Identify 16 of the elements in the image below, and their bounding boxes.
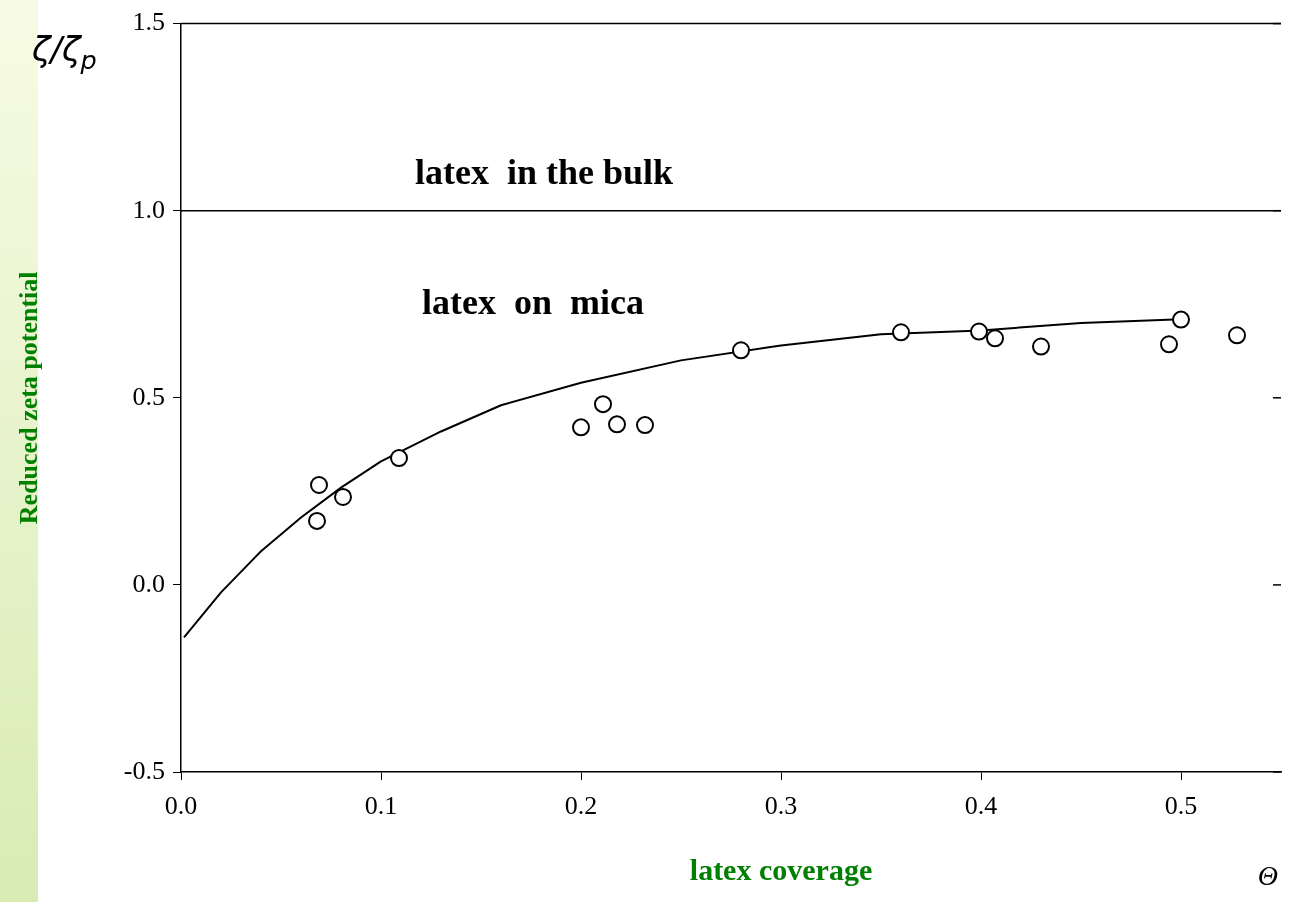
text: Θ — [1257, 860, 1279, 892]
y-axis-title: Reduced zeta potential — [13, 271, 43, 525]
x-tick-label: 0.3 — [764, 791, 798, 821]
x-tick-label: 0.2 — [564, 791, 598, 821]
y-tick-label: 1.5 — [132, 7, 165, 37]
x-tick-label: 0.1 — [364, 791, 398, 821]
y-tick-label: 0.5 — [132, 381, 165, 411]
x-tick-label: 0.5 — [1164, 791, 1198, 821]
x-axis-title: latex coverage — [689, 852, 873, 886]
x-tick-label: 0.4 — [964, 791, 998, 821]
x-tick-label: 0.0 — [164, 791, 198, 821]
y-tick-label: 0.0 — [132, 568, 165, 598]
annotation: latex on mica — [422, 282, 644, 323]
y-tick-label: -0.5 — [123, 755, 165, 785]
ref-line-label: latex in the bulk — [414, 152, 674, 192]
y-tick-label: 1.0 — [132, 194, 165, 224]
